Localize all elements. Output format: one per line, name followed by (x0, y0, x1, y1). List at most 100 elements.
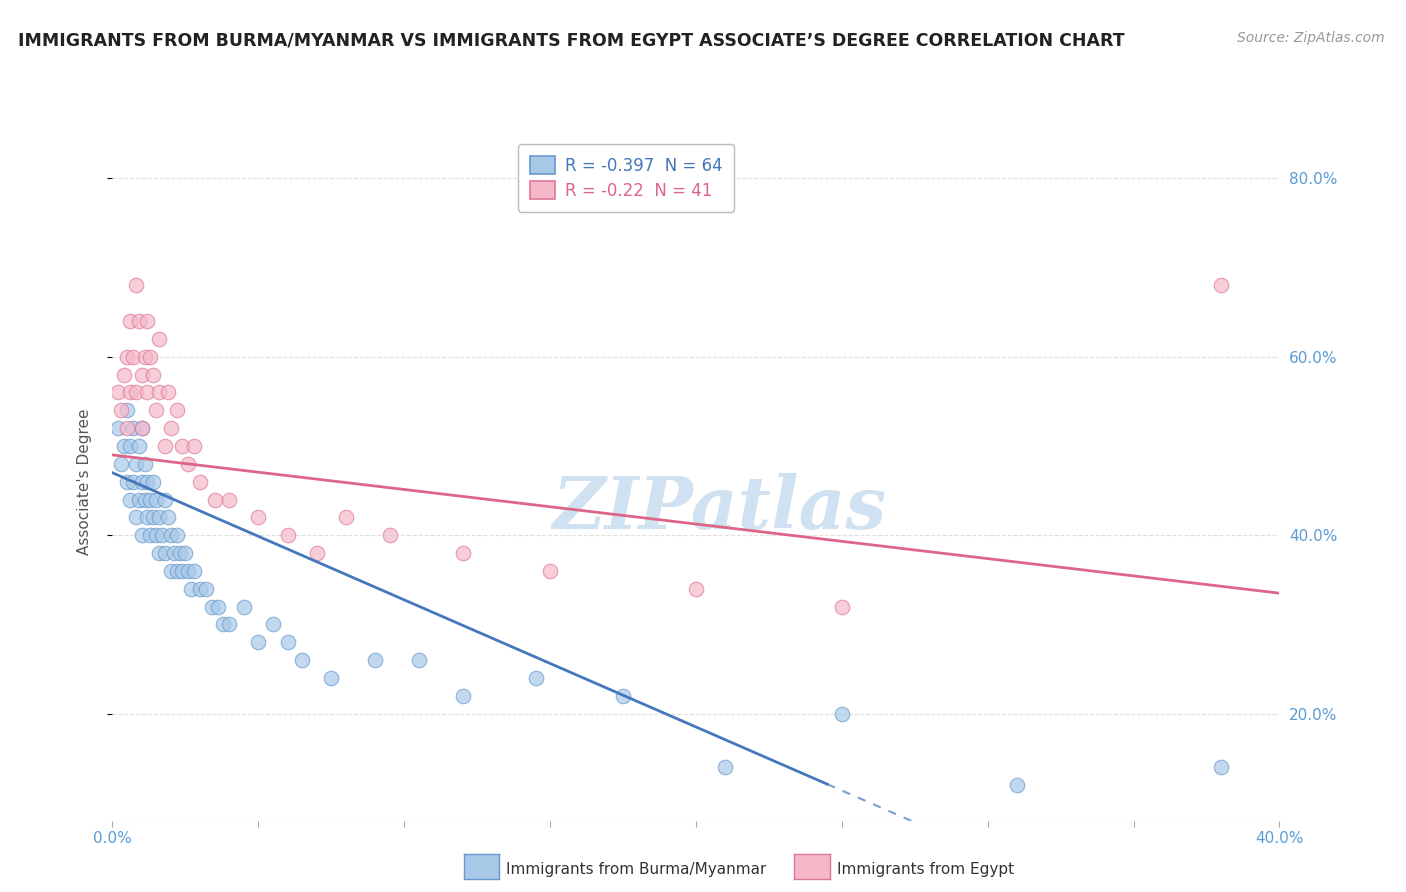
Point (153, 546, 176, 560)
Point (166, 403, 188, 417)
Point (207, 599, 229, 614)
Point (134, 350, 156, 364)
Point (364, 653, 387, 667)
Point (183, 564, 205, 578)
Text: Source: ZipAtlas.com: Source: ZipAtlas.com (1237, 31, 1385, 45)
Point (232, 599, 254, 614)
Point (148, 385, 170, 400)
Point (408, 653, 430, 667)
Point (201, 599, 224, 614)
Point (148, 510, 170, 524)
Point (177, 457, 200, 471)
Point (139, 528, 162, 542)
Point (524, 671, 547, 685)
Point (115, 350, 138, 364)
Point (128, 439, 150, 453)
Text: Immigrants from Egypt: Immigrants from Egypt (837, 863, 1014, 877)
Point (131, 475, 153, 489)
Text: ZIPatlas: ZIPatlas (553, 474, 886, 544)
Point (188, 582, 211, 596)
Point (131, 421, 153, 435)
Point (291, 653, 314, 667)
Point (204, 492, 226, 507)
Point (180, 582, 202, 596)
Point (112, 439, 135, 453)
Point (148, 546, 170, 560)
Point (125, 457, 148, 471)
Point (172, 439, 194, 453)
Point (276, 528, 298, 542)
Point (110, 403, 132, 417)
Point (115, 421, 138, 435)
Point (136, 314, 159, 328)
Point (134, 457, 156, 471)
Point (142, 368, 165, 382)
Point (118, 385, 141, 400)
Point (1005, 778, 1028, 792)
Point (153, 439, 176, 453)
Point (188, 475, 211, 489)
Point (172, 564, 194, 578)
Point (122, 350, 145, 364)
Point (131, 421, 153, 435)
Point (378, 528, 401, 542)
Point (110, 457, 132, 471)
Point (115, 475, 138, 489)
Point (145, 403, 167, 417)
Point (131, 528, 153, 542)
Point (122, 421, 145, 435)
Point (831, 599, 853, 614)
Point (714, 760, 737, 774)
Point (174, 546, 197, 560)
Point (212, 617, 235, 632)
Point (1209, 278, 1232, 293)
Point (183, 439, 205, 453)
Point (150, 528, 173, 542)
Point (451, 689, 474, 703)
Point (451, 546, 474, 560)
Point (145, 492, 167, 507)
Point (107, 421, 129, 435)
Point (831, 706, 853, 721)
Point (142, 475, 165, 489)
Point (136, 475, 159, 489)
Text: IMMIGRANTS FROM BURMA/MYANMAR VS IMMIGRANTS FROM EGYPT ASSOCIATE’S DEGREE CORREL: IMMIGRANTS FROM BURMA/MYANMAR VS IMMIGRA… (18, 31, 1125, 49)
Point (134, 492, 156, 507)
Point (118, 492, 141, 507)
Point (153, 492, 176, 507)
Text: Immigrants from Burma/Myanmar: Immigrants from Burma/Myanmar (506, 863, 766, 877)
Point (163, 546, 186, 560)
Point (538, 564, 561, 578)
Point (276, 635, 298, 649)
Point (136, 510, 159, 524)
Point (305, 546, 328, 560)
Point (160, 528, 183, 542)
Point (321, 671, 343, 685)
Point (247, 510, 270, 524)
Point (139, 350, 162, 364)
Point (142, 510, 165, 524)
Point (122, 475, 145, 489)
Point (166, 564, 188, 578)
Point (194, 582, 217, 596)
Point (139, 492, 162, 507)
Point (118, 314, 141, 328)
Point (262, 617, 284, 632)
Point (128, 314, 150, 328)
Point (156, 385, 179, 400)
Point (335, 510, 357, 524)
Y-axis label: Associate's Degree: Associate's Degree (77, 409, 91, 555)
Point (160, 421, 183, 435)
Point (612, 689, 634, 703)
Point (125, 278, 148, 293)
Point (115, 403, 138, 417)
Point (128, 492, 150, 507)
Point (118, 439, 141, 453)
Point (125, 510, 148, 524)
Point (160, 564, 183, 578)
Point (218, 617, 240, 632)
Point (145, 528, 167, 542)
Legend: R = -0.397  N = 64, R = -0.22  N = 41: R = -0.397 N = 64, R = -0.22 N = 41 (517, 145, 734, 211)
Point (685, 582, 707, 596)
Point (136, 385, 159, 400)
